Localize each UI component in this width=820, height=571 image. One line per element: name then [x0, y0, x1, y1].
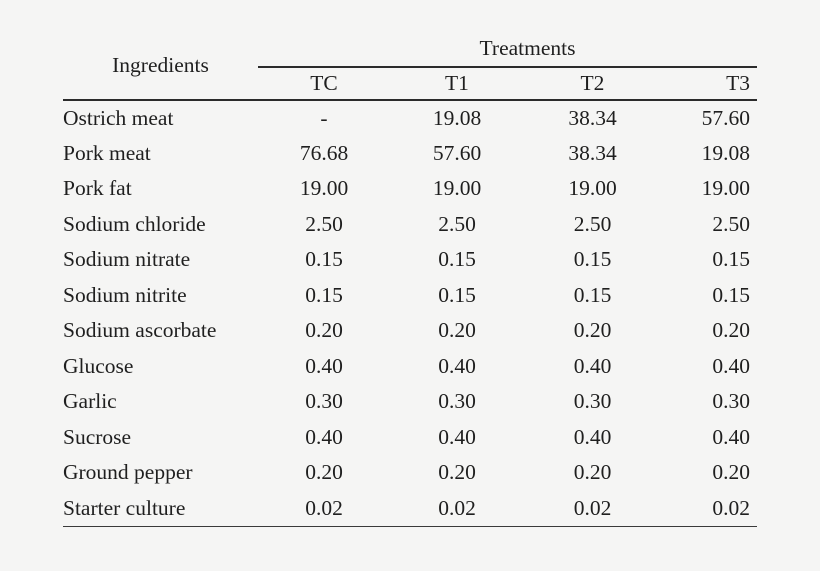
value-cell-tc: 76.68 [299, 140, 349, 165]
value-cell-tc: 19.00 [299, 176, 349, 201]
ingredients-column-header: Ingredients [112, 52, 209, 77]
value-cell-t2: 0.02 [573, 495, 612, 520]
value-cell-t1: 0.30 [438, 389, 476, 414]
value-cell-t3: 19.08 [701, 140, 751, 165]
table-row: Sodium nitrate 0.15 0.15 0.15 0.15 [63, 242, 757, 278]
ingredient-cell: Glucose [63, 353, 134, 378]
table-row: Glucose 0.40 0.40 0.40 0.40 [63, 349, 757, 385]
value-cell-tc: 2.50 [305, 211, 343, 236]
table-row: Ostrich meat - 19.08 38.34 57.60 [63, 100, 757, 136]
ingredient-cell: Sucrose [63, 424, 132, 449]
column-header-tc: TC [310, 71, 338, 95]
value-cell-t3: 19.00 [701, 176, 751, 201]
value-cell-t2: 0.40 [573, 424, 612, 449]
value-cell-t2: 0.15 [573, 247, 612, 272]
value-cell-t3: 0.20 [712, 460, 751, 485]
table-row: Starter culture 0.02 0.02 0.02 0.02 [63, 491, 757, 527]
value-cell-t1: 0.15 [438, 282, 476, 307]
value-cell-tc: 0.30 [305, 389, 343, 414]
ingredient-cell: Ostrich meat [63, 105, 174, 130]
value-cell-tc: 0.40 [305, 353, 343, 378]
value-cell-t3: 0.40 [712, 353, 751, 378]
value-cell-t3: 57.60 [701, 105, 751, 130]
value-cell-t2: 19.00 [568, 176, 617, 201]
table-row: Pork fat 19.00 19.00 19.00 19.00 [63, 171, 757, 207]
table-row: Pork meat 76.68 57.60 38.34 19.08 [63, 136, 757, 172]
table-row: Sucrose 0.40 0.40 0.40 0.40 [63, 420, 757, 456]
ingredients-treatments-table: Ingredients Treatments TC T1 T2 T3 Ostri… [63, 31, 758, 527]
ingredient-cell: Starter culture [63, 495, 186, 520]
ingredient-cell: Ground pepper [63, 460, 193, 485]
value-cell-t1: 0.40 [438, 424, 476, 449]
value-cell-t2: 0.20 [573, 460, 612, 485]
ingredient-cell: Pork fat [63, 176, 132, 201]
table-header: Ingredients Treatments TC T1 T2 T3 [63, 31, 758, 100]
column-header-t1: T1 [445, 71, 469, 95]
value-cell-t2: 38.34 [568, 140, 617, 165]
treatments-header-row: Ingredients Treatments [63, 31, 758, 77]
value-cell-t3: 0.15 [712, 282, 751, 307]
value-cell-t2: 0.30 [573, 389, 612, 414]
table-row: Ground pepper 0.20 0.20 0.20 0.20 [63, 455, 757, 491]
ingredient-cell: Sodium ascorbate [63, 318, 217, 343]
value-cell-tc: - [320, 105, 328, 130]
column-header-t3: T3 [726, 71, 751, 95]
value-cell-t1: 0.20 [438, 318, 476, 343]
value-cell-tc: 0.40 [305, 424, 343, 449]
ingredients-table-container: Ingredients Treatments TC T1 T2 T3 Ostri… [63, 31, 758, 527]
ingredient-cell: Garlic [63, 389, 117, 414]
value-cell-t2: 38.34 [568, 105, 617, 130]
ingredient-cell: Sodium nitrite [63, 282, 187, 307]
value-cell-t3: 0.02 [712, 495, 751, 520]
value-cell-t1: 19.00 [432, 176, 482, 201]
treatment-columns-row: TC T1 T2 T3 [63, 67, 757, 100]
column-header-t2: T2 [580, 71, 605, 95]
ingredient-cell: Pork meat [63, 140, 151, 165]
value-cell-t2: 2.50 [573, 211, 612, 236]
value-cell-t3: 2.50 [712, 211, 751, 236]
table-row: Sodium nitrite 0.15 0.15 0.15 0.15 [63, 278, 757, 314]
value-cell-tc: 0.20 [305, 318, 343, 343]
value-cell-t2: 0.40 [573, 353, 612, 378]
treatments-group-header: Treatments [258, 31, 758, 68]
value-cell-t1: 0.15 [438, 247, 476, 272]
value-cell-t1: 0.20 [438, 460, 476, 485]
value-cell-tc: 0.15 [305, 282, 343, 307]
value-cell-tc: 0.15 [305, 247, 343, 272]
value-cell-t2: 0.20 [573, 318, 612, 343]
value-cell-t1: 19.08 [432, 105, 482, 130]
ingredient-cell: Sodium chloride [63, 211, 206, 236]
value-cell-t3: 0.15 [712, 247, 751, 272]
value-cell-t2: 0.15 [573, 282, 612, 307]
value-cell-t3: 0.40 [712, 424, 751, 449]
table-body: Ostrich meat - 19.08 38.34 57.60 Pork me… [63, 100, 757, 526]
table-row: Sodium ascorbate 0.20 0.20 0.20 0.20 [63, 313, 757, 349]
value-cell-t3: 0.30 [712, 389, 751, 414]
value-cell-t1: 0.02 [438, 495, 476, 520]
table-row: Garlic 0.30 0.30 0.30 0.30 [63, 384, 757, 420]
value-cell-tc: 0.02 [305, 495, 343, 520]
value-cell-t1: 2.50 [438, 211, 476, 236]
value-cell-tc: 0.20 [305, 460, 343, 485]
value-cell-t1: 0.40 [438, 353, 476, 378]
ingredient-cell: Sodium nitrate [63, 247, 191, 272]
value-cell-t1: 57.60 [432, 140, 482, 165]
table-row: Sodium chloride 2.50 2.50 2.50 2.50 [63, 207, 757, 243]
value-cell-t3: 0.20 [712, 318, 751, 343]
